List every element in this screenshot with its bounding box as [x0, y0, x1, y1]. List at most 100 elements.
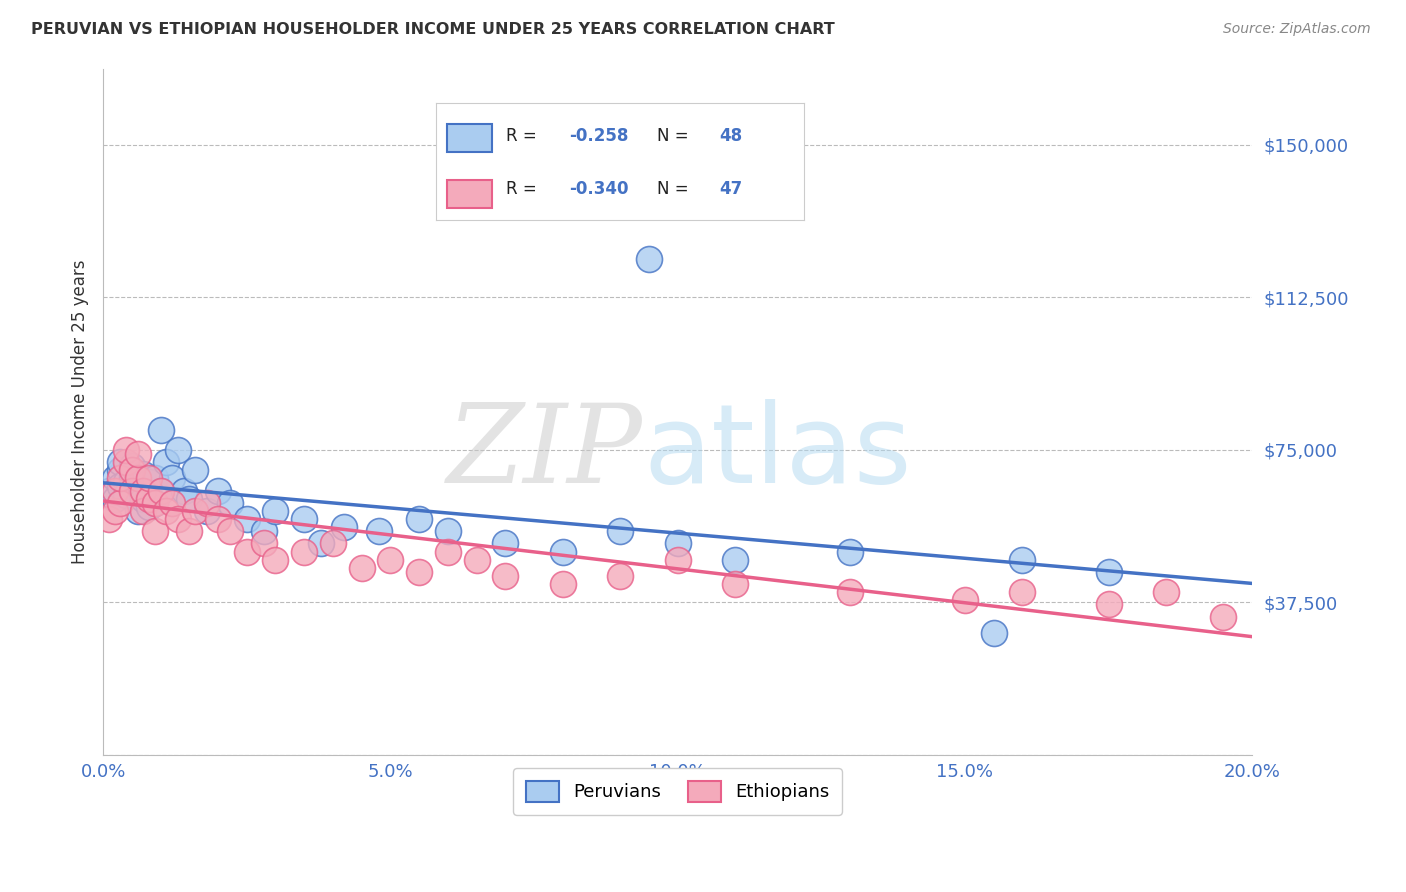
Point [218, 496, 240, 510]
Point [408, 512, 430, 526]
Point [104, 491, 127, 506]
Point [437, 524, 460, 539]
Point [322, 536, 344, 550]
Text: ZIP: ZIP [447, 399, 643, 507]
Point [236, 544, 259, 558]
Point [184, 504, 207, 518]
Point [724, 552, 747, 566]
Point [149, 483, 172, 498]
Point [839, 544, 862, 558]
Point [367, 524, 389, 539]
Text: PERUVIAN VS ETHIOPIAN HOUSEHOLDER INCOME UNDER 25 YEARS CORRELATION CHART: PERUVIAN VS ETHIOPIAN HOUSEHOLDER INCOME… [31, 22, 835, 37]
Point [1212, 609, 1234, 624]
Point [166, 442, 188, 457]
Point [292, 512, 315, 526]
Point [132, 483, 155, 498]
Point [437, 544, 460, 558]
Point [127, 479, 149, 493]
Point [121, 459, 143, 474]
Point [465, 552, 488, 566]
Point [110, 463, 132, 477]
Point [264, 552, 287, 566]
Point [1154, 585, 1177, 599]
Point [166, 512, 188, 526]
Point [724, 577, 747, 591]
Point [494, 569, 516, 583]
Point [138, 491, 160, 506]
Text: atlas: atlas [643, 400, 911, 507]
Point [138, 487, 160, 501]
Point [494, 536, 516, 550]
Point [1011, 552, 1033, 566]
Point [115, 442, 138, 457]
Point [551, 577, 574, 591]
Point [408, 565, 430, 579]
Point [132, 491, 155, 506]
Point [127, 471, 149, 485]
Point [155, 455, 177, 469]
Point [350, 561, 373, 575]
Point [184, 463, 207, 477]
Point [609, 524, 631, 539]
Point [551, 544, 574, 558]
Point [264, 504, 287, 518]
Point [160, 471, 183, 485]
Point [1097, 565, 1119, 579]
Point [138, 471, 160, 485]
Point [195, 496, 218, 510]
Point [236, 512, 259, 526]
Point [143, 496, 166, 510]
Point [115, 455, 138, 469]
Point [104, 483, 127, 498]
Point [207, 512, 229, 526]
Point [155, 504, 177, 518]
Point [127, 447, 149, 461]
Point [1097, 598, 1119, 612]
Point [110, 471, 132, 485]
Point [121, 483, 143, 498]
Point [121, 471, 143, 485]
Point [953, 593, 976, 607]
Point [149, 483, 172, 498]
Point [132, 467, 155, 482]
Point [149, 423, 172, 437]
Point [110, 496, 132, 510]
Point [1011, 585, 1033, 599]
Point [138, 500, 160, 514]
Point [311, 536, 333, 550]
Point [127, 504, 149, 518]
Text: Source: ZipAtlas.com: Source: ZipAtlas.com [1223, 22, 1371, 37]
Point [143, 471, 166, 485]
Point [207, 483, 229, 498]
Point [115, 487, 138, 501]
Point [333, 520, 356, 534]
Y-axis label: Householder Income Under 25 years: Householder Income Under 25 years [72, 260, 89, 564]
Point [380, 552, 402, 566]
Point [173, 483, 195, 498]
Point [292, 544, 315, 558]
Point [104, 504, 127, 518]
Point [97, 483, 120, 498]
Point [253, 536, 276, 550]
Point [253, 524, 276, 539]
Point [839, 585, 862, 599]
Point [138, 475, 160, 490]
Point [121, 463, 143, 477]
Point [179, 524, 201, 539]
Point [218, 524, 240, 539]
Point [195, 504, 218, 518]
Point [143, 496, 166, 510]
Legend: Peruvians, Ethiopians: Peruvians, Ethiopians [513, 768, 842, 814]
Point [143, 524, 166, 539]
Point [97, 512, 120, 526]
Point [110, 455, 132, 469]
Point [104, 471, 127, 485]
Point [609, 569, 631, 583]
Point [115, 475, 138, 490]
Point [638, 252, 661, 266]
Point [160, 496, 183, 510]
Point [666, 536, 689, 550]
Point [179, 491, 201, 506]
Point [983, 626, 1005, 640]
Point [132, 504, 155, 518]
